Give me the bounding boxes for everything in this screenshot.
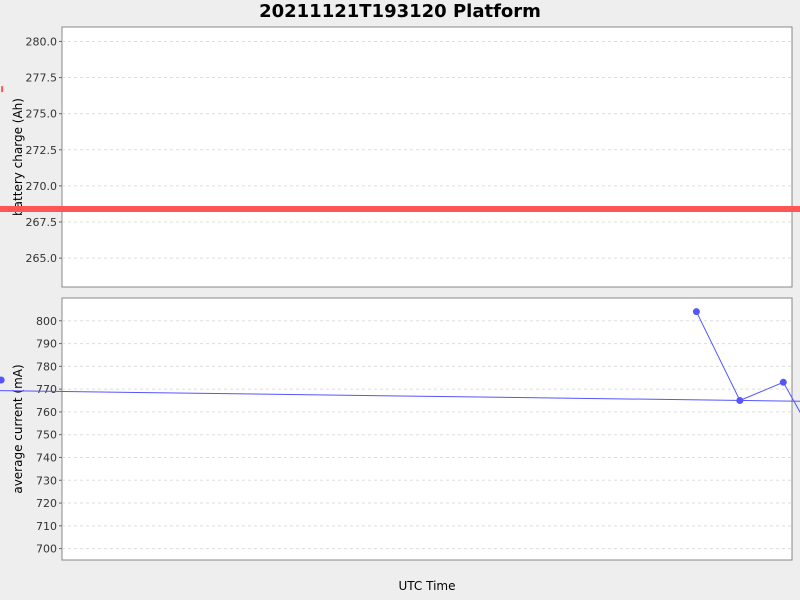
plot-area xyxy=(61,26,793,288)
current-point xyxy=(0,376,5,384)
y-axis-label: average current (mA) xyxy=(11,364,25,493)
y-tick-label: 272.5 xyxy=(26,144,58,157)
battery-charge-panel: 265.0 267.5 270.0 272.5 275.0 277.5 280.0 batte… xyxy=(0,26,800,288)
charge-segment xyxy=(1,86,4,93)
chart-title: 20211121T193120 Platform xyxy=(259,1,541,22)
y-tick-label: 720 xyxy=(36,497,57,510)
y-tick-label: 275.0 xyxy=(26,108,58,121)
y-tick-label: 265.0 xyxy=(26,252,58,265)
current-point xyxy=(692,308,700,316)
y-tick-label: 280.0 xyxy=(26,35,58,48)
y-tick-label: 277.5 xyxy=(26,72,58,85)
y-axis-label: battery charge (Ah) xyxy=(11,98,25,216)
plot-area xyxy=(61,297,793,561)
current-point xyxy=(736,397,744,405)
y-tick-label: 760 xyxy=(36,406,57,419)
y-tick-label: 730 xyxy=(36,474,57,487)
average-current-panel: 700 710 720 730 740 750 760 770 780 790 800 average… xyxy=(0,297,800,593)
current-point xyxy=(779,378,787,386)
y-tick-label: 800 xyxy=(36,315,57,328)
y-tick-label: 267.5 xyxy=(26,216,58,229)
y-tick-label: 700 xyxy=(36,543,57,556)
x-axis-label: UTC Time xyxy=(399,579,456,593)
y-tick-label: 790 xyxy=(36,338,57,351)
charge-segment xyxy=(0,206,800,212)
y-tick-label: 710 xyxy=(36,520,57,533)
y-tick-label: 270.0 xyxy=(26,180,58,193)
y-tick-label: 780 xyxy=(36,360,57,373)
y-tick-label: 770 xyxy=(36,383,57,396)
y-tick-label: 750 xyxy=(36,429,57,442)
y-tick-label: 740 xyxy=(36,451,57,464)
